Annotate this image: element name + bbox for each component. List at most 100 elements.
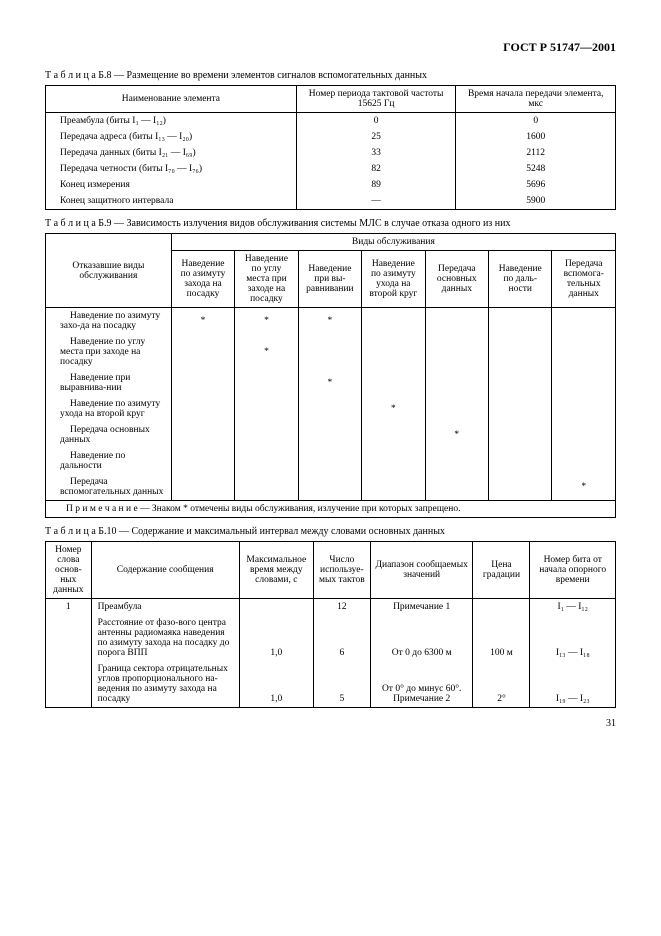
table-cell xyxy=(362,370,425,396)
table-cell: 5248 xyxy=(456,161,616,177)
table-b9-caption: Т а б л и ц а Б.9 — Зависимость излучени… xyxy=(45,218,616,229)
table-cell xyxy=(489,308,552,335)
table-cell xyxy=(298,396,361,422)
table-cell: Передача основных данных xyxy=(46,422,172,448)
table-cell: Граница сектора отрицательных углов проп… xyxy=(91,661,239,708)
table-cell xyxy=(46,661,92,708)
table-cell xyxy=(552,370,616,396)
table-cell: 33 xyxy=(296,145,456,161)
table-cell xyxy=(425,370,488,396)
table-cell: * xyxy=(298,370,361,396)
t10-col: Номер слова основ-ных данных xyxy=(46,542,92,599)
caption-text: — Зависимость излучения видов обслуживан… xyxy=(112,218,511,229)
document-header: ГОСТ Р 51747—2001 xyxy=(45,40,616,55)
table-cell xyxy=(171,448,234,474)
table-cell xyxy=(552,308,616,335)
table-cell xyxy=(171,474,234,501)
caption-prefix: Т а б л и ц а Б.8 xyxy=(45,70,112,81)
table-cell xyxy=(171,370,234,396)
table-cell: I₁₉ — I₂₃ xyxy=(530,661,616,708)
t9-col: Наведение при вы-равнивании xyxy=(298,251,361,308)
table-cell: * xyxy=(235,308,298,335)
table-cell xyxy=(171,396,234,422)
t9-superheader: Виды обслуживания xyxy=(171,234,615,251)
table-cell: 1,0 xyxy=(239,661,313,708)
table-b9: Отказавшие виды обслуживания Виды обслуж… xyxy=(45,233,616,518)
table-b10-caption: Т а б л и ц а Б.10 — Содержание и максим… xyxy=(45,526,616,537)
t9-col: Наведение по углу места при заходе на по… xyxy=(235,251,298,308)
table-cell: Передача четности (биты I₇₀ — I₇₆) xyxy=(46,161,297,177)
table-cell xyxy=(489,370,552,396)
table-cell: Конец защитного интервала xyxy=(46,193,297,210)
table-cell: Наведение по дальности xyxy=(46,448,172,474)
t10-col: Цена градации xyxy=(473,542,530,599)
table-cell xyxy=(239,599,313,616)
t10-col: Максимальное время между словами, с xyxy=(239,542,313,599)
table-cell xyxy=(298,474,361,501)
table-cell: 89 xyxy=(296,177,456,193)
table-cell: Примечание 1 xyxy=(370,599,473,616)
table-b8: Наименование элемента Номер периода такт… xyxy=(45,85,616,210)
table-cell: 1600 xyxy=(456,129,616,145)
table-cell: 0 xyxy=(296,113,456,130)
t10-col: Содержание сообщения xyxy=(91,542,239,599)
table-cell xyxy=(489,474,552,501)
table-cell: 6 xyxy=(313,615,370,661)
page-number: 31 xyxy=(45,718,616,729)
table-cell xyxy=(552,448,616,474)
caption-text: — Размещение во времени элементов сигнал… xyxy=(112,70,428,81)
table-cell xyxy=(552,422,616,448)
table-cell xyxy=(425,448,488,474)
table-b8-caption: Т а б л и ц а Б.8 — Размещение во времен… xyxy=(45,70,616,81)
t10-col: Число используе-мых тактов xyxy=(313,542,370,599)
table-cell: I₁ — I₁₂ xyxy=(530,599,616,616)
table-cell: 5 xyxy=(313,661,370,708)
table-cell xyxy=(298,334,361,370)
table-cell xyxy=(298,422,361,448)
table-cell: 0 xyxy=(456,113,616,130)
table-cell: Наведение по азимуту захо-да на посадку xyxy=(46,308,172,335)
table-cell xyxy=(425,308,488,335)
table-cell: — xyxy=(296,193,456,210)
table-cell: Преамбула xyxy=(91,599,239,616)
table-cell xyxy=(171,334,234,370)
t9-col: Наведение по азимуту захода на посадку xyxy=(171,251,234,308)
table-cell xyxy=(235,448,298,474)
table-cell xyxy=(489,334,552,370)
table-cell xyxy=(489,448,552,474)
table-cell: Наведение по азимуту ухода на второй кру… xyxy=(46,396,172,422)
caption-text: — Содержание и максимальный интервал меж… xyxy=(117,526,445,537)
table-cell: Передача адреса (биты I₁₃ — I₂₀) xyxy=(46,129,297,145)
table-cell xyxy=(298,448,361,474)
t9-col: Передача основных данных xyxy=(425,251,488,308)
table-cell xyxy=(552,334,616,370)
t9-col: Передача вспомога-тельных данных xyxy=(552,251,616,308)
t8-h1: Наименование элемента xyxy=(46,86,297,113)
table-cell xyxy=(235,396,298,422)
table-cell: * xyxy=(171,308,234,335)
table-cell xyxy=(489,396,552,422)
t8-h3: Время начала передачи элемента, мкс xyxy=(456,86,616,113)
table-cell xyxy=(362,308,425,335)
table-cell: Передача вспомогательных данных xyxy=(46,474,172,501)
table-b10: Номер слова основ-ных данныхСодержание с… xyxy=(45,541,616,708)
table-cell: 1 xyxy=(46,599,92,616)
table-cell xyxy=(425,396,488,422)
table-cell xyxy=(46,615,92,661)
table-cell: * xyxy=(298,308,361,335)
table-cell xyxy=(425,474,488,501)
table-cell: * xyxy=(552,474,616,501)
table-cell: 2112 xyxy=(456,145,616,161)
table-cell xyxy=(235,474,298,501)
table-cell xyxy=(362,474,425,501)
table-cell: I₁₃ — I₁₈ xyxy=(530,615,616,661)
table-cell xyxy=(552,396,616,422)
table-cell xyxy=(171,422,234,448)
table-cell: Преамбула (биты I₁ — I₁₂) xyxy=(46,113,297,130)
t9-col: Наведение по азимуту ухода на второй кру… xyxy=(362,251,425,308)
table-cell: * xyxy=(235,334,298,370)
table-cell: Наведение по углу места при заходе на по… xyxy=(46,334,172,370)
table-cell: Конец измерения xyxy=(46,177,297,193)
table-cell xyxy=(235,422,298,448)
t9-rowheader: Отказавшие виды обслуживания xyxy=(46,234,172,308)
